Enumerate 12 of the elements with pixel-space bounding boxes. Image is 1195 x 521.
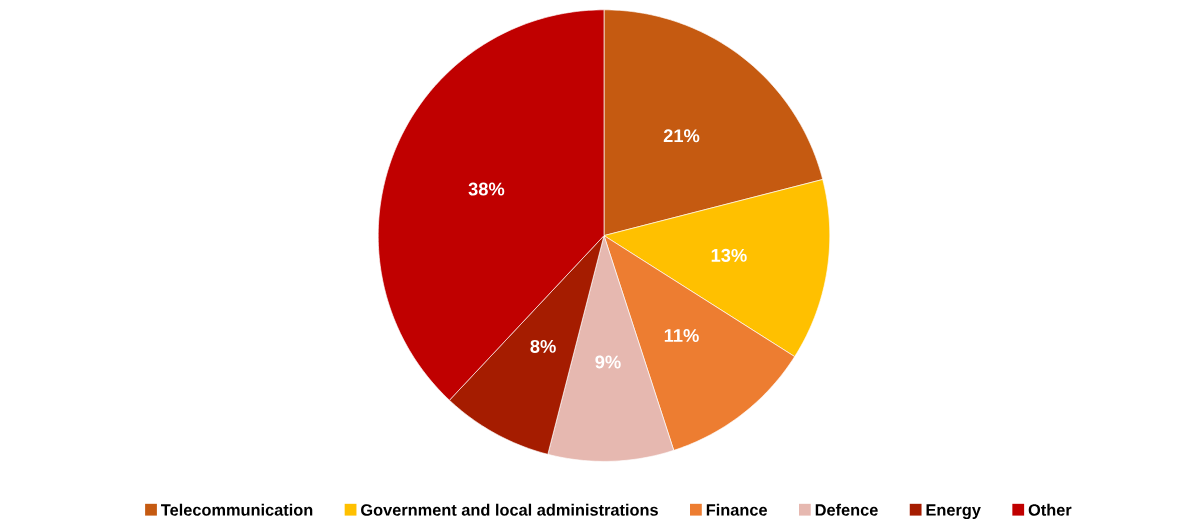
- legend-label: Government and local administrations: [361, 503, 658, 516]
- legend-label: Telecommunication: [161, 503, 313, 516]
- data-label: 9%: [595, 355, 621, 369]
- data-label: 21%: [663, 129, 700, 143]
- legend-label: Energy: [926, 504, 981, 519]
- data-label: 8%: [530, 339, 556, 353]
- data-label: 13%: [711, 248, 747, 262]
- legend-label: Other: [1028, 503, 1072, 516]
- legend-label: Defence: [815, 503, 878, 516]
- legend-label: Finance: [706, 503, 767, 516]
- data-label: 38%: [468, 182, 505, 196]
- data-label: 11%: [664, 328, 699, 342]
